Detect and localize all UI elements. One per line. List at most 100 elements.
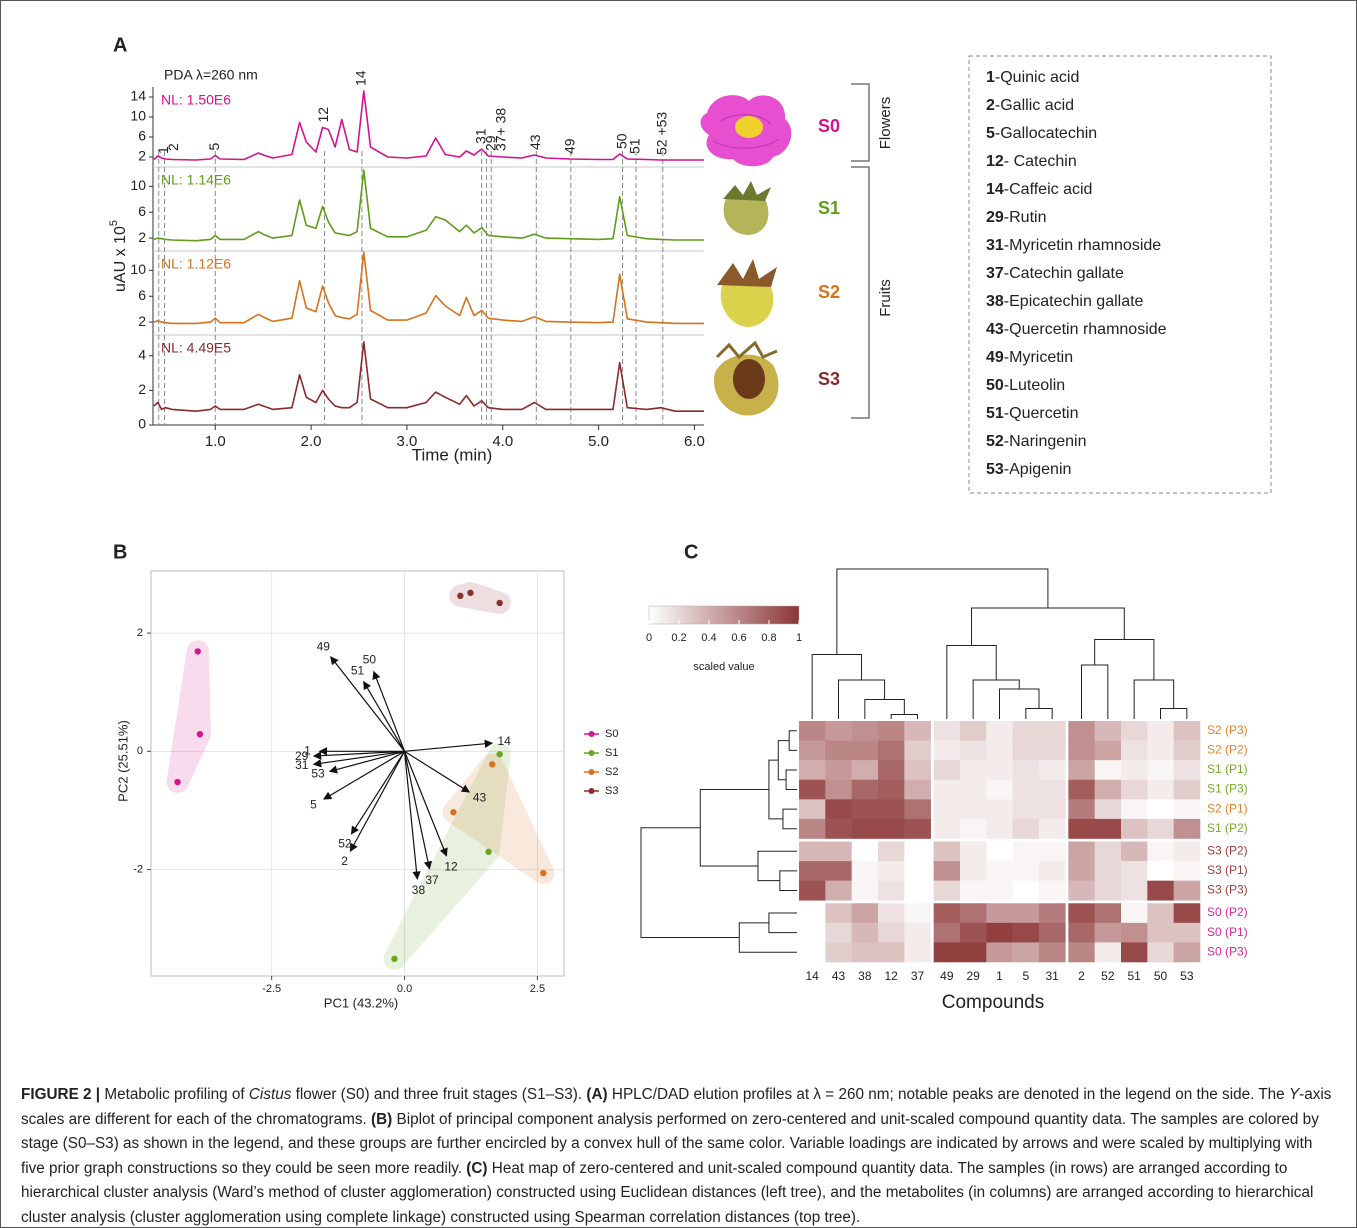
colorbar-tick-label: 0.4 [701, 632, 716, 644]
legend-dot [589, 731, 595, 737]
heat-cell [960, 842, 987, 862]
compound-entry: 37-Catechin gallate [986, 265, 1124, 282]
compound-name: -Luteolin [1004, 377, 1065, 394]
heat-cell [986, 741, 1013, 761]
heat-cell [1121, 881, 1148, 901]
heat-cell [1121, 842, 1148, 862]
column-dendrogram-link [1000, 689, 1040, 719]
heat-cell [1121, 721, 1148, 741]
heat-cell [904, 721, 931, 741]
legend-label: S3 [605, 785, 618, 797]
heat-cell [1013, 819, 1040, 839]
loading-label: 31 [295, 758, 309, 772]
caption: FIGURE 2 | Metabolic profiling of Cistus… [21, 1083, 1339, 1228]
heat-cell [1095, 760, 1122, 780]
y-tick-label: 2 [137, 627, 143, 639]
y-tick-label: 4 [138, 346, 146, 362]
loading-label: 50 [363, 652, 377, 666]
column-dendrogram-link [1161, 709, 1187, 720]
heat-cell [1013, 780, 1040, 800]
x-tick-label: 0.0 [397, 983, 412, 995]
compound-name: -Epicatechin gallate [1004, 293, 1144, 310]
heat-cell [1121, 760, 1148, 780]
y-tick-label: 10 [130, 108, 146, 124]
heat-cell [1121, 923, 1148, 943]
caption-text: (C) [466, 1160, 487, 1177]
column-label: 5 [1022, 969, 1029, 983]
heat-cell [904, 741, 931, 761]
heat-cell [934, 942, 961, 962]
peak-label: 12 [315, 107, 331, 123]
heat-cell [1039, 799, 1066, 819]
column-label: 53 [1180, 969, 1194, 983]
heat-cell [904, 942, 931, 962]
heat-cell [960, 903, 987, 923]
loading-label: 5 [310, 798, 317, 812]
loading-label: 14 [498, 734, 512, 748]
colorbar-tick-label: 0 [646, 632, 652, 644]
heat-cell [1039, 842, 1066, 862]
y-tick-label: 6 [138, 287, 146, 303]
fruit-s2-image [717, 259, 777, 327]
column-dendrogram-link [891, 715, 917, 720]
compound-entry: 43-Quercetin rhamnoside [986, 321, 1167, 338]
x-tick-label: 2.5 [530, 983, 545, 995]
heat-cell [1039, 741, 1066, 761]
chromatogram-trace [154, 252, 704, 323]
heat-cell [1174, 799, 1201, 819]
flower-image [701, 95, 792, 166]
heat-cell [1095, 861, 1122, 881]
heat-cell [852, 842, 879, 862]
heat-cell [1174, 881, 1201, 901]
heat-cell [878, 881, 905, 901]
heat-cell [1095, 942, 1122, 962]
heat-cell [825, 780, 852, 800]
heat-cell [904, 819, 931, 839]
hull-shape [460, 593, 499, 603]
y-tick-label: 0 [138, 416, 146, 432]
compound-entry: 12- Catechin [986, 153, 1077, 170]
heat-cell [1013, 842, 1040, 862]
column-label: 51 [1127, 969, 1141, 983]
x-axis-title: Time (min) [412, 445, 493, 464]
row-dendrogram-link [700, 790, 769, 866]
column-dendrogram-link [973, 680, 1019, 719]
legend-dot [589, 769, 595, 775]
compound-number: 52 [986, 433, 1004, 450]
y-tick-label: 2 [138, 381, 146, 397]
heat-cell [825, 721, 852, 741]
x-axis-title: PC1 (43.2%) [324, 995, 398, 1010]
row-dendrogram-link [780, 871, 797, 891]
heat-cell [878, 760, 905, 780]
compound-name: - Catechin [1004, 153, 1077, 170]
y-tick-label: 10 [130, 261, 146, 277]
compound-number: 38 [986, 293, 1004, 310]
peak-label: 14 [353, 70, 369, 86]
heat-cell [986, 721, 1013, 741]
row-label: S3 (P2) [1207, 843, 1248, 857]
heat-cell [852, 881, 879, 901]
compound-name: -Apigenin [1004, 461, 1072, 478]
heat-cell [1068, 842, 1095, 862]
column-label: 43 [832, 969, 846, 983]
row-dendrogram-link [769, 760, 783, 819]
y-tick-label: 14 [130, 88, 146, 104]
heat-cell [934, 780, 961, 800]
heat-cell [1068, 799, 1095, 819]
row-dendrogram-link [758, 851, 797, 880]
heat-cell [1068, 942, 1095, 962]
heat-cell [1039, 942, 1066, 962]
heat-cell [1174, 923, 1201, 943]
compound-legend: 1-Quinic acid2-Gallic acid5-Gallocatechi… [986, 69, 1167, 478]
heat-cell [1039, 721, 1066, 741]
row-label: S2 (P3) [1207, 723, 1248, 737]
caption-text: flower (S0) and three fruit stages (S1–S… [291, 1086, 586, 1103]
flower-center [735, 116, 763, 138]
caption-text: (B) [371, 1111, 392, 1128]
heat-cell [1013, 942, 1040, 962]
column-label: 1 [996, 969, 1003, 983]
loading-label: 38 [412, 883, 426, 897]
heat-cell [986, 903, 1013, 923]
heat-cell [960, 861, 987, 881]
heat-cell [1174, 741, 1201, 761]
